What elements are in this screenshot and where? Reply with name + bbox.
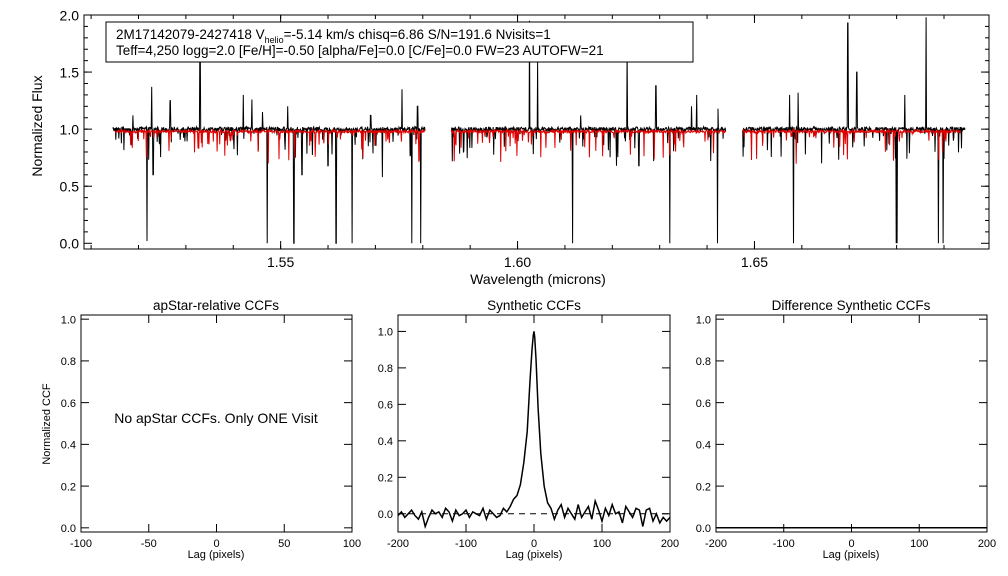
spectrum-info-box: 2M17142079-2427418 Vhelio=-5.14 km/s chi… (105, 21, 694, 63)
synthetic-ccf-ytick-label: 0.2 (378, 472, 393, 484)
synthetic-ccf-panel: Synthetic CCFs -200 -100 0 100 200 0.0 0.2 0.4 0… (378, 298, 679, 561)
info-line-1-prefix: 2M17142079-2427418 V (116, 27, 265, 42)
difference-ccf-xtick-label: -200 (705, 538, 727, 550)
difference-ccf-xtick-label: 100 (910, 538, 928, 550)
spectrum-ytick-label: 0.0 (60, 236, 80, 252)
synthetic-ccf-xtick-label: 200 (661, 538, 679, 550)
difference-ccf-x-axis-label: Lag (pixels) (823, 549, 880, 561)
synthetic-ccf-xtick-label: -100 (455, 538, 477, 550)
difference-ccf-panel: Difference Synthetic CCFs -200 -100 0 100 20… (696, 298, 996, 561)
synthetic-ccf-series-line (397, 331, 671, 530)
synthetic-ccf-xtick-label: 0 (531, 538, 537, 550)
difference-ccf-ytick-label: 1.0 (696, 314, 711, 326)
spectrum-series-model (114, 128, 961, 164)
synthetic-ccf-xtick-label: 100 (593, 538, 611, 550)
spectrum-xtick-label: 1.65 (741, 254, 768, 270)
spectrum-y-axis-label: Normalized Flux (29, 75, 45, 176)
spectrum-ytick-label: 0.5 (60, 179, 80, 195)
difference-ccf-xtick-label: -100 (773, 538, 795, 550)
synthetic-ccf-ytick-label: 0.4 (378, 436, 393, 448)
spectrum-ticks: 1.55 1.60 1.65 0.0 0.5 1.0 1.5 2.0 (60, 7, 989, 270)
difference-ccf-title: Difference Synthetic CCFs (772, 298, 931, 313)
spectrum-axes-frame (83, 14, 990, 250)
synthetic-ccf-x-axis-label: Lag (pixels) (506, 549, 563, 561)
difference-ccf-ytick-label: 0.2 (696, 481, 711, 493)
info-line-1-suffix: =-5.14 km/s chisq=6.86 S/N=191.6 Nvisits… (284, 27, 551, 42)
spectrum-ytick-label: 1.5 (60, 64, 80, 80)
apstar-ccf-ytick-label: 1.0 (61, 314, 76, 326)
synthetic-ccf-xtick-label: -200 (387, 538, 409, 550)
apstar-ccf-xtick-label: 100 (343, 538, 361, 550)
apstar-ccf-y-axis-label: Normalized CCF (41, 383, 53, 465)
synthetic-ccf-title: Synthetic CCFs (487, 298, 581, 313)
no-ccf-message: No apStar CCFs. Only ONE Visit (114, 410, 318, 426)
apstar-ccf-ytick-label: 0.6 (61, 398, 76, 410)
info-line-2: Teff=4,250 logg=2.0 [Fe/H]=-0.50 [alpha/… (116, 43, 604, 58)
synthetic-ccf-ticks: -200 -100 0 100 200 0.0 0.2 0.4 0.6 0.8 1.0 (378, 315, 679, 550)
difference-ccf-xtick-label: 200 (978, 538, 996, 550)
apstar-ccf-xtick-label: -100 (70, 538, 92, 550)
apstar-ccf-x-axis-label: Lag (pixels) (188, 549, 245, 561)
apstar-ccf-xtick-label: 50 (278, 538, 290, 550)
spectrum-x-axis-label: Wavelength (microns) (470, 271, 606, 287)
spectrum-xtick-label: 1.55 (267, 254, 294, 270)
spectrum-panel: 1.55 1.60 1.65 0.0 0.5 1.0 1.5 2.0 Wavelength (… (29, 7, 990, 287)
difference-ccf-ytick-label: 0.4 (696, 440, 711, 452)
difference-ccf-ytick-label: 0.0 (696, 523, 711, 535)
difference-ccf-ytick-label: 0.6 (696, 398, 711, 410)
difference-ccf-ticks: -200 -100 0 100 200 0.0 0.2 0.4 0.6 0.8 1.0 (696, 314, 996, 550)
spectrum-xtick-label: 1.60 (504, 254, 531, 270)
synthetic-ccf-ytick-label: 0.6 (378, 400, 393, 412)
apstar-ccf-ytick-label: 0.8 (61, 356, 76, 368)
synthetic-ccf-ytick-label: 0.0 (378, 509, 393, 521)
synthetic-ccf-plot-area (397, 331, 671, 530)
apstar-ccf-panel: apStar-relative CCFs -100 -50 0 50 100 0.0 0.2… (41, 298, 361, 561)
spectrum-ytick-label: 1.0 (60, 121, 80, 137)
synthetic-ccf-ytick-label: 0.8 (378, 363, 393, 375)
apstar-ccf-ytick-label: 0.4 (61, 440, 76, 452)
spectrum-ytick-label: 2.0 (60, 7, 80, 23)
difference-ccf-ytick-label: 0.8 (696, 356, 711, 368)
info-line-1: 2M17142079-2427418 Vhelio=-5.14 km/s chi… (116, 27, 551, 45)
difference-ccf-xtick-label: 0 (848, 538, 854, 550)
apstar-ccf-ytick-label: 0.2 (61, 481, 76, 493)
apstar-ccf-ytick-label: 0.0 (61, 523, 76, 535)
info-line-1-subscript: helio (265, 35, 284, 45)
apstar-ccf-xtick-label: 0 (213, 538, 219, 550)
synthetic-ccf-ytick-label: 1.0 (378, 327, 393, 339)
apstar-ccf-xtick-label: -50 (141, 538, 157, 550)
spectrum-plot-area (112, 17, 966, 244)
apstar-ccf-ticks: -100 -50 0 50 100 0.0 0.2 0.4 0.6 0.8 1.0 (61, 314, 361, 550)
apstar-ccf-title: apStar-relative CCFs (153, 298, 279, 313)
info-box-frame (105, 21, 694, 63)
